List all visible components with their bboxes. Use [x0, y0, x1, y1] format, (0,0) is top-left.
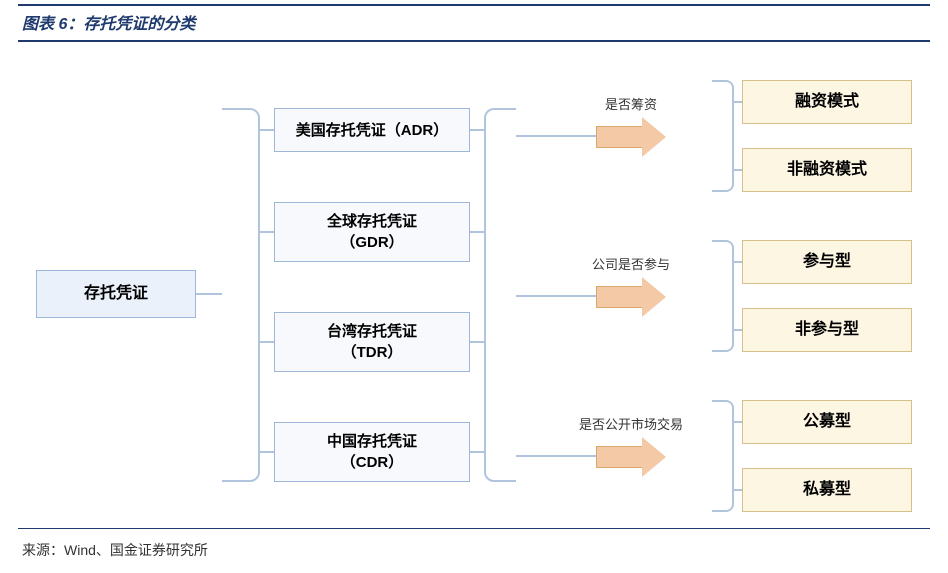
connector [260, 451, 274, 453]
connector [734, 421, 742, 423]
connector [516, 295, 596, 297]
criterion-label: 是否公开市场交易 [579, 414, 683, 433]
criterion-arrow-1: 公司是否参与 [566, 254, 696, 317]
connector [516, 135, 596, 137]
connector [260, 129, 274, 131]
node-tdr: 台湾存托凭证 （TDR） [274, 312, 470, 372]
criterion-label: 是否筹资 [605, 94, 657, 113]
criterion-arrow-0: 是否筹资 [566, 94, 696, 157]
bracket [712, 80, 734, 192]
connector [470, 129, 484, 131]
connector [516, 455, 596, 457]
bracket [712, 240, 734, 352]
node-adr: 美国存托凭证（ADR） [274, 108, 470, 152]
criterion-arrow-2: 是否公开市场交易 [566, 414, 696, 477]
node-l1: 融资模式 [742, 80, 912, 124]
node-l3: 参与型 [742, 240, 912, 284]
bracket [484, 108, 516, 482]
criterion-label: 公司是否参与 [592, 254, 670, 273]
node-gdr: 全球存托凭证 （GDR） [274, 202, 470, 262]
connector [734, 261, 742, 263]
node-l4: 非参与型 [742, 308, 912, 352]
node-l2: 非融资模式 [742, 148, 912, 192]
connector-root [196, 293, 222, 295]
node-l6: 私募型 [742, 468, 912, 512]
connector [734, 489, 742, 491]
connector [470, 231, 484, 233]
header-bottom-line [18, 40, 930, 42]
connector [734, 329, 742, 331]
arrow-icon [596, 437, 666, 477]
arrow-icon [596, 117, 666, 157]
diagram-canvas: 存托凭证 美国存托凭证（ADR） 全球存托凭证 （GDR） 台湾存托凭证 （TDR） 中… [18, 50, 930, 525]
source-text: 来源：Wind、国金证券研究所 [22, 540, 208, 560]
bracket [712, 400, 734, 512]
connector [734, 169, 742, 171]
connector [734, 101, 742, 103]
node-l5: 公募型 [742, 400, 912, 444]
arrow-icon [596, 277, 666, 317]
footer-line [18, 528, 930, 529]
bracket [222, 108, 260, 482]
node-cdr: 中国存托凭证 （CDR） [274, 422, 470, 482]
header-top-line [18, 4, 930, 6]
connector [470, 341, 484, 343]
connector [260, 231, 274, 233]
connector [470, 451, 484, 453]
node-root: 存托凭证 [36, 270, 196, 318]
connector [260, 341, 274, 343]
chart-title: 图表 6：存托凭证的分类 [22, 10, 195, 34]
